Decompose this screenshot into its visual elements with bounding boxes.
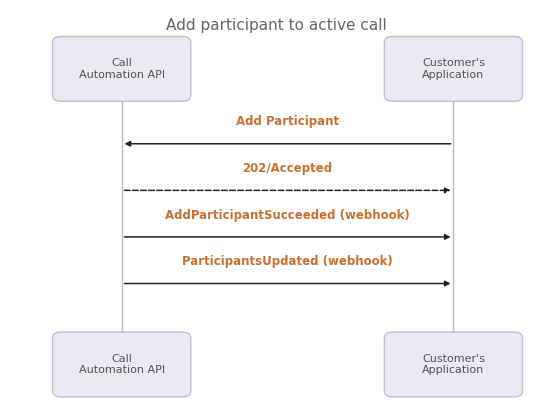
Text: Call
Automation API: Call Automation API (79, 58, 165, 80)
Text: Customer's
Application: Customer's Application (422, 58, 485, 80)
FancyBboxPatch shape (53, 36, 191, 101)
Text: ParticipantsUpdated (webhook): ParticipantsUpdated (webhook) (182, 255, 393, 268)
Text: 202/Accepted: 202/Accepted (243, 162, 332, 175)
FancyBboxPatch shape (53, 332, 191, 397)
FancyBboxPatch shape (384, 332, 523, 397)
Text: Add participant to active call: Add participant to active call (166, 18, 387, 33)
Text: Add Participant: Add Participant (236, 115, 339, 128)
Text: Customer's
Application: Customer's Application (422, 354, 485, 375)
Text: Call
Automation API: Call Automation API (79, 354, 165, 375)
Text: AddParticipantSucceeded (webhook): AddParticipantSucceeded (webhook) (165, 209, 410, 222)
FancyBboxPatch shape (384, 36, 523, 101)
